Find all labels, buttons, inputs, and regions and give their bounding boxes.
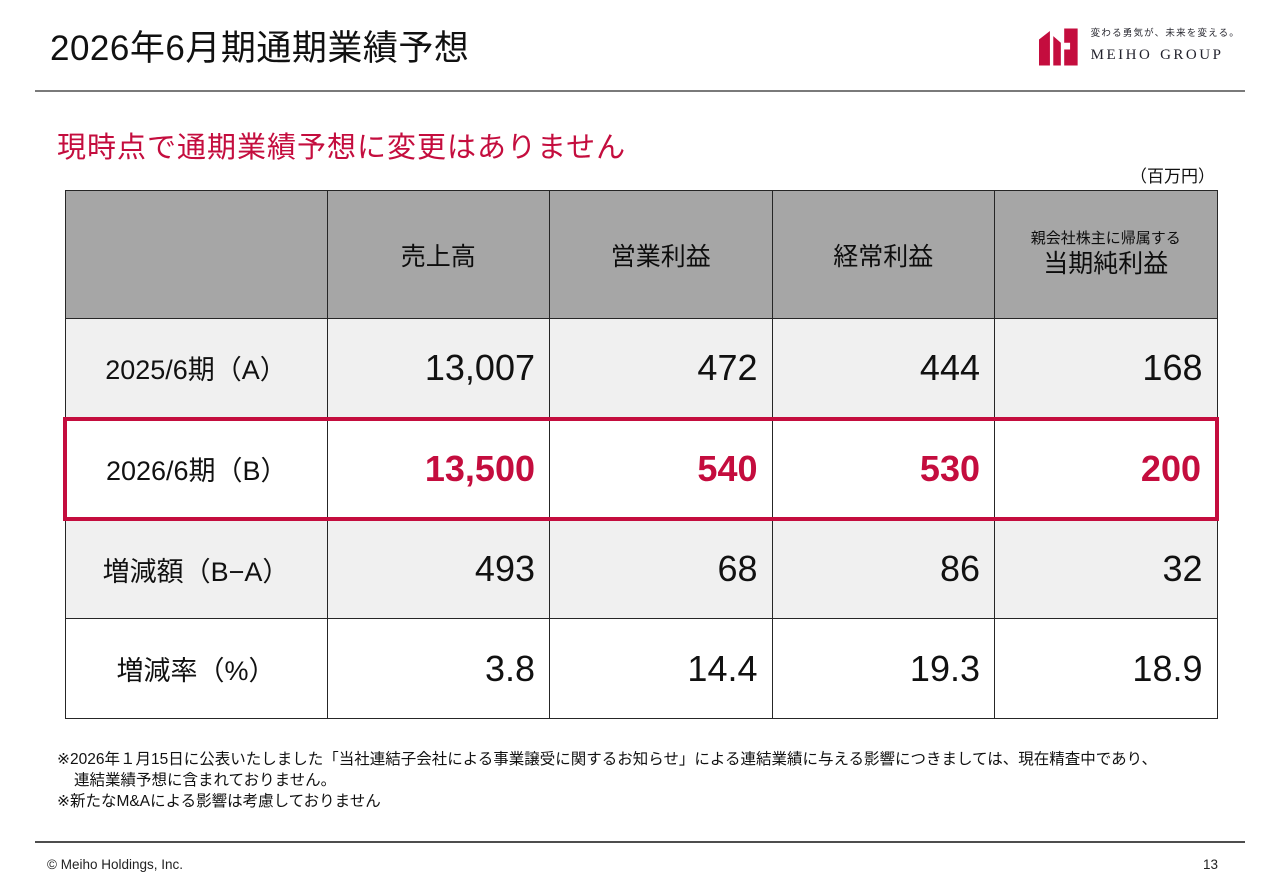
column-header-net-income-sub: 親会社株主に帰属する (1030, 230, 1181, 248)
slide-header: 2026年6月期通期業績予想 変わる勇気が、未来を変える。 Meiho Grou… (0, 0, 1280, 90)
key-message: 現時点で通期業績予想に変更はありません (57, 132, 627, 164)
footnote-line: 連結業績予想に含まれておりません。 (74, 771, 337, 789)
corner-cell (64, 190, 328, 319)
row-label: 2025/6期（A） (64, 318, 328, 419)
column-header-net-income: 親会社株主に帰属する 当期純利益 (994, 190, 1218, 319)
meiho-logo-icon (1038, 28, 1078, 66)
value-cell: 200 (994, 416, 1219, 521)
forecast-table: 売上高 営業利益 経常利益 親会社株主に帰属する 当期純利益 2025/6期（A… (63, 190, 1219, 719)
value-cell: 13,500 (326, 416, 550, 521)
page-title: 2026年6月期通期業績予想 (50, 28, 470, 68)
value-cell: 14.4 (549, 618, 773, 719)
value-cell: 168 (994, 318, 1218, 419)
logo-tagline: 変わる勇気が、未来を変える。 (1090, 29, 1240, 40)
page-number: 13 (1202, 857, 1218, 872)
company-logo: 変わる勇気が、未来を変える。 Meiho Group (1038, 23, 1240, 67)
table-row-fy2026-forecast: 2026/6期（B） 13,500 540 530 200 (63, 416, 1219, 521)
value-cell: 18.9 (994, 618, 1218, 719)
table-header-row: 売上高 営業利益 経常利益 親会社株主に帰属する 当期純利益 (64, 190, 1218, 319)
value-cell: 472 (549, 318, 773, 419)
value-cell: 32 (994, 518, 1218, 619)
value-cell: 19.3 (771, 618, 995, 719)
value-cell: 13,007 (326, 318, 550, 419)
footer-divider (35, 841, 1245, 843)
footnote-line: ※2026年１月15日に公表いたしました「当社連結子会社による事業譲受に関するお… (57, 751, 1157, 768)
value-cell: 493 (326, 518, 550, 619)
value-cell: 68 (549, 518, 773, 619)
row-label: 増減率（%） (64, 618, 328, 719)
table-row-fy2025: 2025/6期（A） 13,007 472 444 168 (64, 318, 1218, 419)
value-cell: 444 (771, 318, 995, 419)
row-label: 2026/6期（B） (63, 416, 328, 521)
title-divider (35, 90, 1245, 92)
copyright-text: © Meiho Holdings, Inc. (47, 857, 184, 872)
logo-wordmark: Meiho Group (1090, 40, 1224, 65)
footnotes: ※2026年１月15日に公表いたしました「当社連結子会社による事業譲受に関するお… (57, 750, 1230, 813)
logo-text: 変わる勇気が、未来を変える。 Meiho Group (1091, 29, 1240, 64)
unit-label: （百万円） (1130, 167, 1215, 186)
value-cell: 3.8 (326, 618, 550, 719)
row-label: 増減額（B−A） (64, 518, 328, 619)
value-cell: 540 (549, 416, 773, 521)
column-header-ordinary-profit: 経常利益 (771, 190, 995, 319)
value-cell: 530 (771, 416, 995, 521)
footnote-line: ※新たなM&Aによる影響は考慮しておりません (57, 792, 381, 810)
table-row-change-rate: 増減率（%） 3.8 14.4 19.3 18.9 (64, 618, 1218, 719)
column-header-sales: 売上高 (326, 190, 550, 319)
table-row-change-amount: 増減額（B−A） 493 68 86 32 (64, 518, 1218, 619)
column-header-net-income-main: 当期純利益 (1043, 249, 1169, 278)
column-header-operating-profit: 営業利益 (549, 190, 773, 319)
value-cell: 86 (771, 518, 995, 619)
